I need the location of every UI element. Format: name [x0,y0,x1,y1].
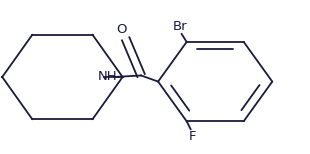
Text: Br: Br [172,20,187,33]
Text: O: O [117,23,127,36]
Text: NH: NH [97,71,117,83]
Text: F: F [189,130,196,143]
